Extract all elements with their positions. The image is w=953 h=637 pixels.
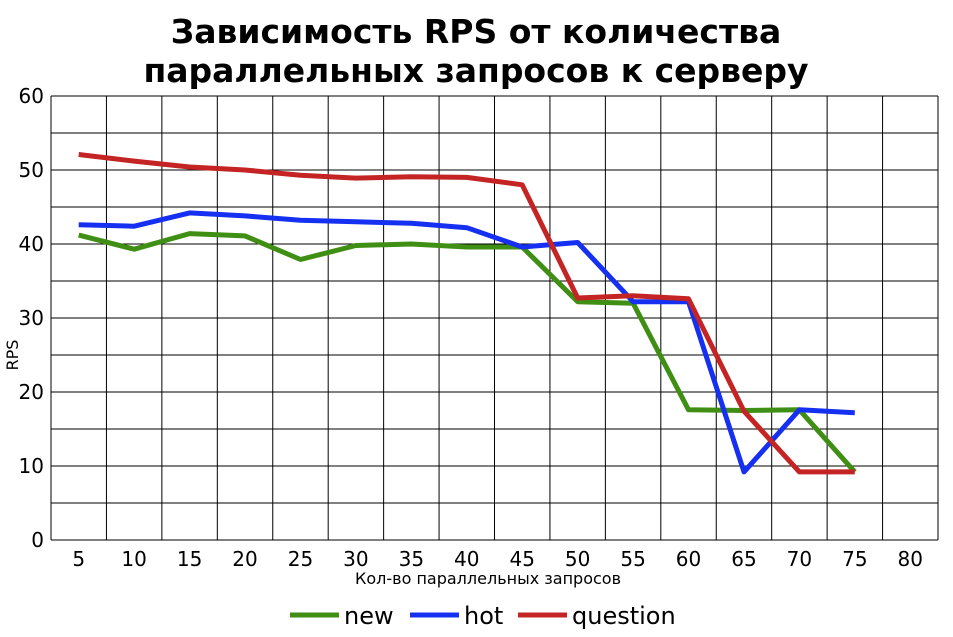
- x-tick-label: 10: [121, 547, 146, 571]
- legend: new hot question: [290, 602, 676, 630]
- x-tick-label: 55: [620, 547, 645, 571]
- legend-item-hot: hot: [410, 602, 503, 630]
- x-tick-label: 45: [509, 547, 534, 571]
- x-tick-label: 5: [72, 547, 85, 571]
- series-line-new: [78, 231, 857, 474]
- y-tick-label: 20: [19, 380, 44, 404]
- x-tick-label: 35: [399, 547, 424, 571]
- legend-label: question: [572, 602, 676, 630]
- chart-title-line-2: параллельных запросов к серверу: [143, 51, 808, 90]
- y-axis-label: RPS: [3, 340, 22, 371]
- legend-label: new: [344, 602, 394, 630]
- chart-title-line-1: Зависимость RPS от количества: [171, 12, 781, 51]
- x-tick-label: 20: [232, 547, 257, 571]
- legend-label: hot: [464, 602, 503, 630]
- y-tick-labels: 0 10 20 30 40 50 60: [19, 84, 44, 552]
- y-tick-label: 10: [19, 454, 44, 478]
- legend-item-question: question: [518, 602, 676, 630]
- x-tick-label: 50: [565, 547, 590, 571]
- series-lines: [78, 152, 857, 475]
- x-tick-label: 75: [842, 547, 867, 571]
- x-tick-label: 60: [676, 547, 701, 571]
- series-line-question: [78, 152, 855, 475]
- y-tick-label: 40: [19, 232, 44, 256]
- x-tick-label: 40: [454, 547, 479, 571]
- x-tick-label: 15: [177, 547, 202, 571]
- y-tick-label: 30: [19, 306, 44, 330]
- x-tick-labels: 5 10 15 20 25 30 35 40 45 50 55 60 65 70 75 80: [72, 547, 923, 571]
- y-tick-label: 0: [31, 528, 44, 552]
- x-tick-label: 80: [898, 547, 923, 571]
- y-tick-label: 50: [19, 158, 44, 182]
- legend-item-new: new: [290, 602, 394, 630]
- x-tick-label: 30: [343, 547, 368, 571]
- series-line-hot: [78, 210, 855, 475]
- x-tick-label: 65: [731, 547, 756, 571]
- y-tick-label: 60: [19, 84, 44, 108]
- x-tick-label: 25: [288, 547, 313, 571]
- x-tick-label: 70: [787, 547, 812, 571]
- x-axis-label: Кол-во параллельных запросов: [355, 569, 621, 588]
